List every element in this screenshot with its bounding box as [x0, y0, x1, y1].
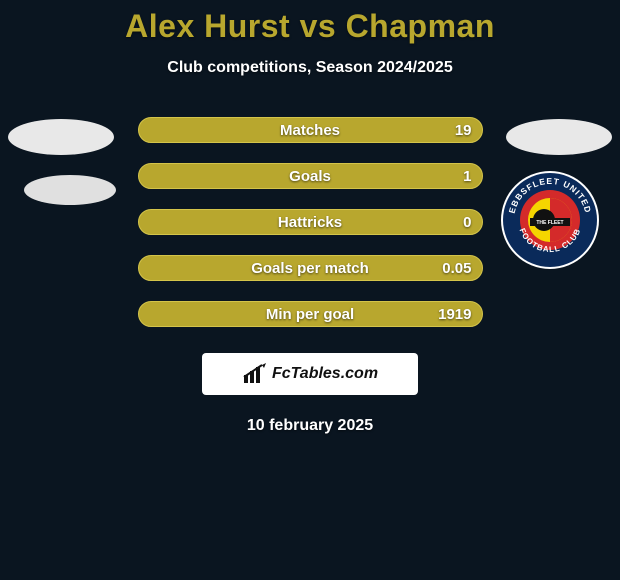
comparison-subtitle: Club competitions, Season 2024/2025	[167, 59, 452, 77]
stat-row: Goals 1	[0, 163, 620, 189]
stat-label: Goals per match	[251, 260, 369, 277]
stat-row: Matches 19	[0, 117, 620, 143]
stat-value-right: 19	[455, 122, 472, 139]
stat-label: Goals	[289, 168, 331, 185]
stat-row: Goals per match 0.05	[0, 255, 620, 281]
stat-row: Hattricks 0	[0, 209, 620, 235]
date-label: 10 february 2025	[247, 417, 373, 435]
stat-value-right: 0.05	[442, 260, 471, 277]
stat-value-right: 1919	[438, 306, 471, 323]
chart-icon	[242, 363, 268, 385]
stat-bar: Min per goal 1919	[138, 301, 483, 327]
stat-label: Min per goal	[266, 306, 354, 323]
fctables-label: FcTables.com	[272, 365, 378, 383]
stat-value-right: 1	[463, 168, 471, 185]
stat-row: Min per goal 1919	[0, 301, 620, 327]
stat-label: Matches	[280, 122, 340, 139]
stat-bar: Goals per match 0.05	[138, 255, 483, 281]
stat-bar: Goals 1	[138, 163, 483, 189]
stat-bar: Matches 19	[138, 117, 483, 143]
fctables-branding[interactable]: FcTables.com	[202, 353, 418, 395]
stat-bar: Hattricks 0	[138, 209, 483, 235]
stat-value-right: 0	[463, 214, 471, 231]
stat-label: Hattricks	[278, 214, 342, 231]
comparison-title: Alex Hurst vs Chapman	[125, 8, 495, 45]
